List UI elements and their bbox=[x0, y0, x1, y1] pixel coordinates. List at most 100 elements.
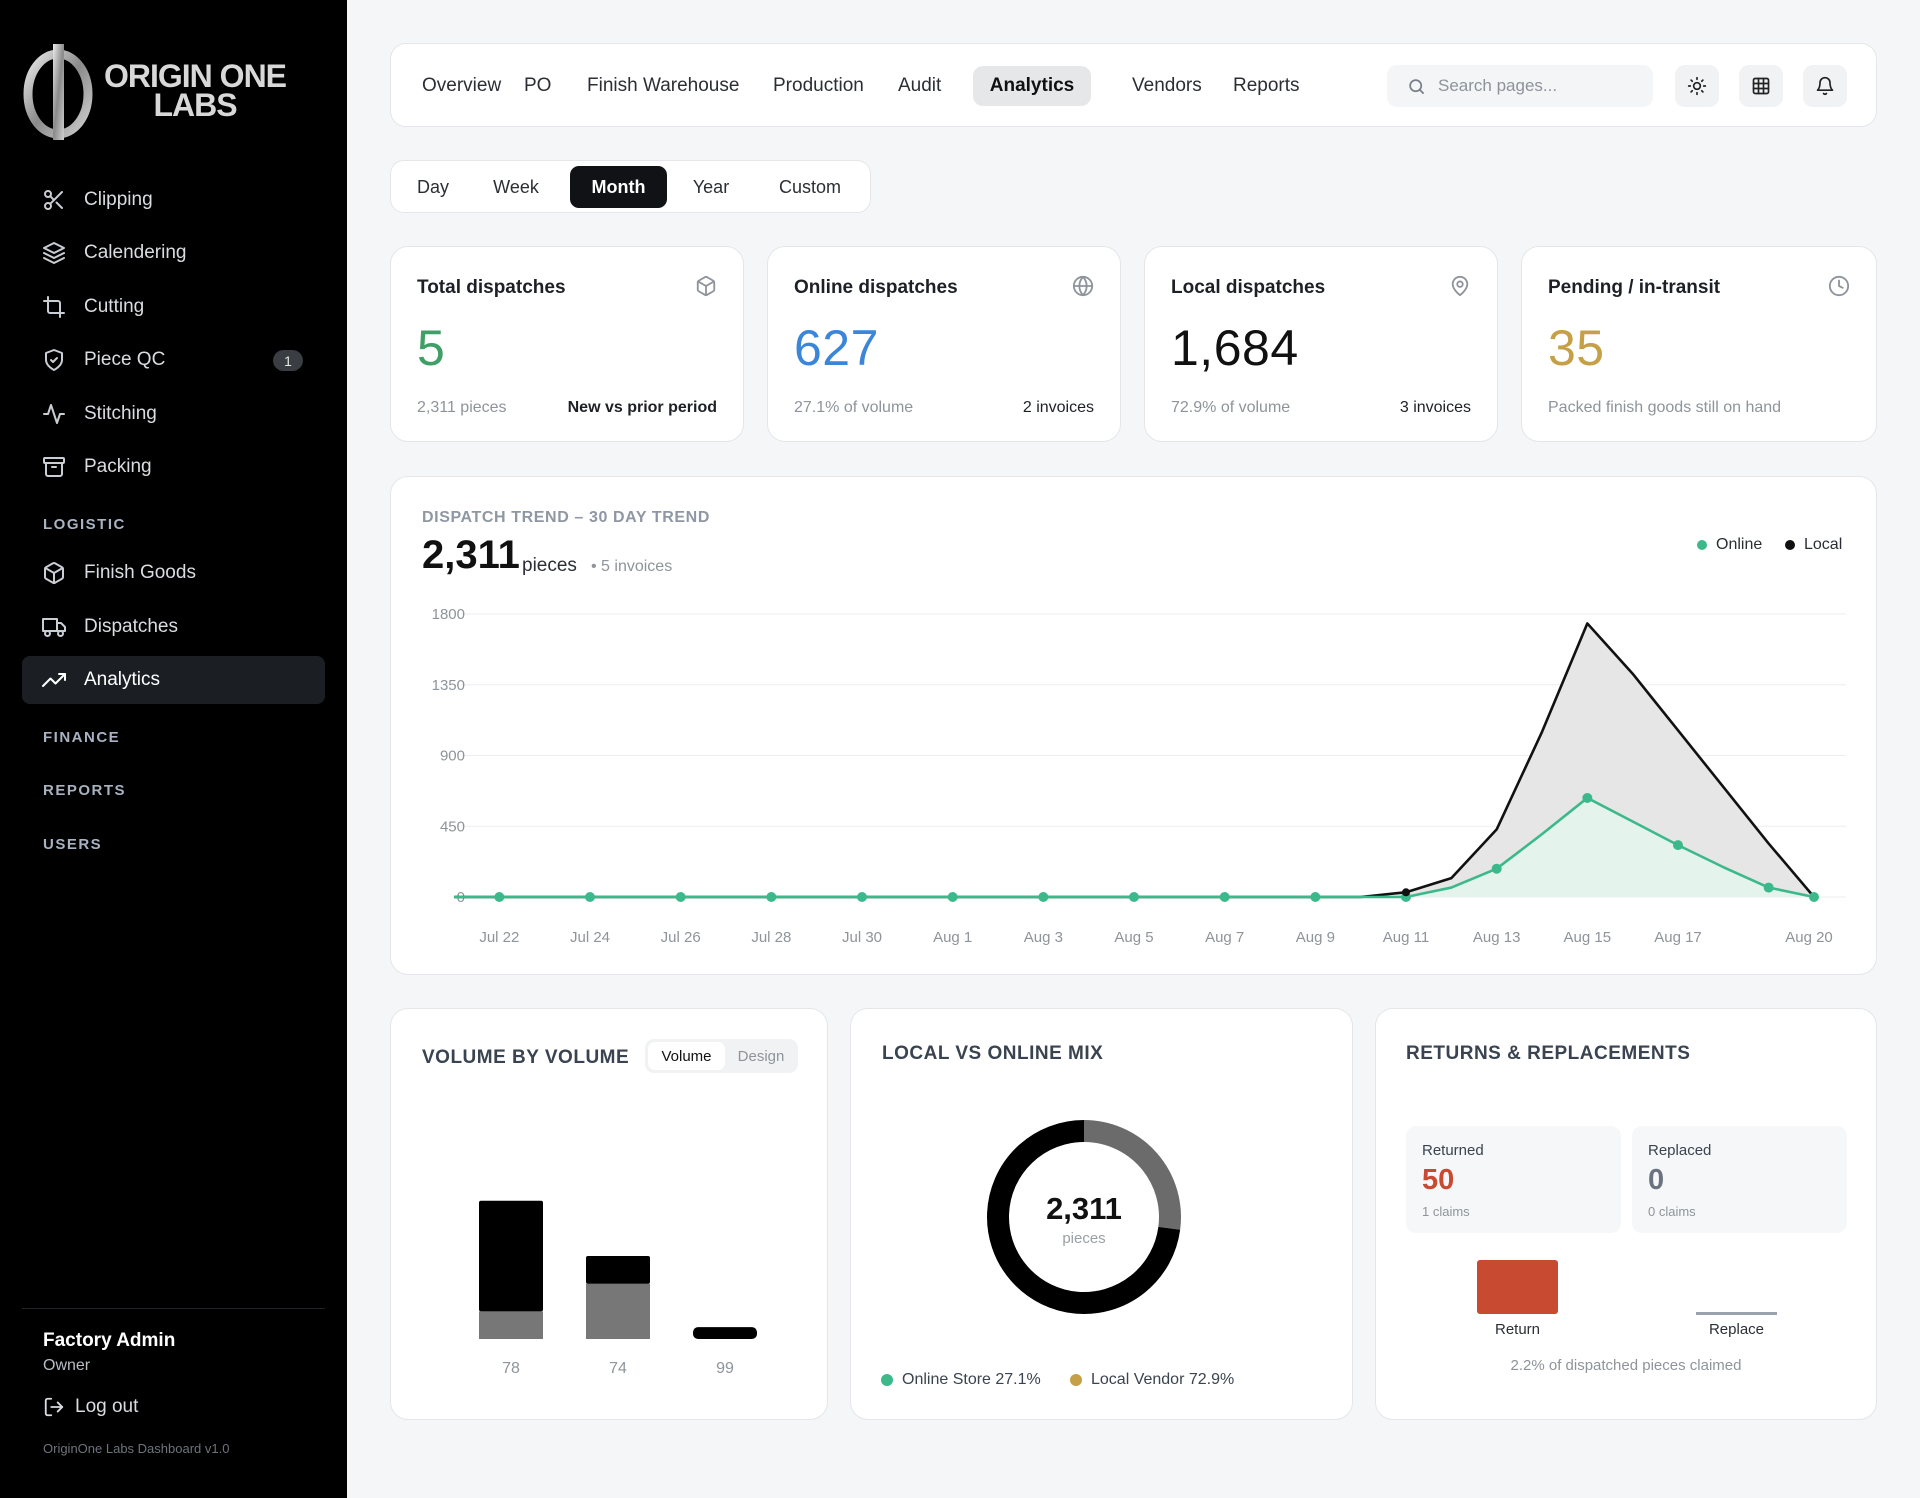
bar-segment-grey bbox=[586, 1283, 650, 1339]
period-selector: Day Week Month Year Custom bbox=[390, 160, 871, 213]
tab-vendors[interactable]: Vendors bbox=[1132, 75, 1202, 96]
point-online bbox=[585, 892, 595, 902]
toggle-volume[interactable]: Volume bbox=[648, 1042, 725, 1070]
x-tick-label: Aug 13 bbox=[1473, 929, 1521, 946]
stat-title: Online dispatches bbox=[794, 277, 958, 298]
sidebar-item-label: Packing bbox=[84, 456, 152, 477]
trend-total: 2,311 bbox=[422, 533, 520, 577]
bar-label: 74 bbox=[609, 1360, 627, 1377]
brand-name: ORIGIN ONE LABS bbox=[104, 60, 287, 121]
period-month[interactable]: Month bbox=[570, 166, 667, 208]
x-tick-label: Aug 1 bbox=[933, 929, 972, 946]
sidebar-item-clipping[interactable]: Clipping bbox=[22, 176, 325, 224]
stat-title: Total dispatches bbox=[417, 277, 566, 298]
stat-value: 1,684 bbox=[1171, 320, 1299, 376]
search-icon bbox=[1409, 78, 1425, 94]
section-finance[interactable]: FINANCE bbox=[43, 729, 121, 746]
claims-note: 2.2% of dispatched pieces claimed bbox=[1510, 1357, 1742, 1374]
theme-toggle-button[interactable] bbox=[1675, 65, 1719, 107]
x-tick-label: Aug 7 bbox=[1205, 929, 1244, 946]
returned-label: Returned bbox=[1422, 1142, 1484, 1159]
search-box[interactable] bbox=[1387, 65, 1653, 107]
tab-production[interactable]: Production bbox=[773, 75, 864, 96]
sidebar-item-label: Piece QC bbox=[84, 349, 166, 370]
layers-icon bbox=[42, 241, 66, 265]
sidebar-item-dispatches[interactable]: Dispatches bbox=[22, 603, 325, 651]
section-logistic: LOGISTIC bbox=[43, 516, 126, 533]
x-tick-label: Jul 30 bbox=[842, 929, 882, 946]
volume-card: VOLUME BY VOLUME Volume Design 78 74 99 bbox=[390, 1008, 828, 1420]
toggle-design[interactable]: Design bbox=[737, 1047, 785, 1065]
sidebar-item-calendering[interactable]: Calendering bbox=[22, 229, 325, 277]
section-users[interactable]: USERS bbox=[43, 836, 103, 853]
legend-label: Local bbox=[1804, 536, 1843, 553]
legend-dot bbox=[1070, 1374, 1082, 1386]
origin-one-logo-icon bbox=[23, 44, 93, 140]
stat-card-local-dispatches: Local dispatches 1,684 72.9% of volume 3… bbox=[1144, 246, 1498, 442]
map-pin-icon bbox=[1449, 275, 1471, 297]
sidebar-item-label: Analytics bbox=[84, 669, 161, 690]
sidebar-item-cutting[interactable]: Cutting bbox=[22, 283, 325, 331]
tab-reports[interactable]: Reports bbox=[1233, 75, 1300, 96]
app-version: OriginOne Labs Dashboard v1.0 bbox=[43, 1441, 230, 1456]
search-input[interactable] bbox=[1438, 76, 1638, 96]
sidebar-item-analytics[interactable]: Analytics bbox=[22, 656, 325, 704]
sidebar-item-packing[interactable]: Packing bbox=[22, 443, 325, 491]
x-tick-label: Jul 24 bbox=[570, 929, 610, 946]
mix-card: LOCAL VS ONLINE MIX 2,311 pieces Online S… bbox=[850, 1008, 1353, 1420]
donut-slice bbox=[987, 1120, 1181, 1314]
period-year[interactable]: Year bbox=[692, 176, 730, 197]
sidebar-item-piece-qc[interactable]: Piece QC 1 bbox=[22, 336, 325, 384]
replaced-claims: 0 claims bbox=[1648, 1204, 1696, 1219]
x-tick-label: Aug 11 bbox=[1383, 929, 1429, 946]
point-online bbox=[1809, 892, 1819, 902]
stat-subtext: 27.1% of volume bbox=[794, 399, 914, 416]
tab-audit[interactable]: Audit bbox=[898, 75, 942, 96]
stat-card-total-dispatches: Total dispatches 5 2,311 pieces New vs p… bbox=[390, 246, 744, 442]
sidebar-item-label: Calendering bbox=[84, 242, 187, 263]
sidebar-item-finish-goods[interactable]: Finish Goods bbox=[22, 549, 325, 597]
y-tick-label: 1350 bbox=[432, 677, 465, 694]
shield-check-icon bbox=[42, 348, 66, 372]
tab-po[interactable]: PO bbox=[524, 75, 552, 96]
point-online bbox=[1763, 882, 1774, 893]
notifications-button[interactable] bbox=[1803, 65, 1847, 107]
logout-label: Log out bbox=[75, 1396, 139, 1417]
sun-icon bbox=[1687, 76, 1707, 96]
volume-bar-chart: 78 74 99 bbox=[479, 1200, 757, 1377]
tab-analytics[interactable]: Analytics bbox=[973, 66, 1091, 106]
bar-segment-grey bbox=[479, 1311, 543, 1339]
legend-dot bbox=[1785, 540, 1795, 550]
period-day[interactable]: Day bbox=[416, 176, 449, 197]
tab-overview[interactable]: Overview bbox=[422, 75, 502, 96]
legend-label: Online bbox=[1716, 536, 1763, 553]
section-reports[interactable]: REPORTS bbox=[43, 782, 127, 799]
donut-center-value: 2,311 bbox=[1046, 1191, 1122, 1226]
tab-finish-warehouse[interactable]: Finish Warehouse bbox=[587, 75, 740, 96]
logout-button[interactable]: Log out bbox=[43, 1396, 138, 1418]
logout-icon bbox=[44, 1397, 64, 1417]
legend-label: Online Store 27.1% bbox=[902, 1371, 1041, 1388]
stat-comparison: New vs prior period bbox=[567, 399, 717, 416]
period-custom[interactable]: Custom bbox=[778, 176, 841, 197]
sidebar-item-label: Cutting bbox=[84, 296, 145, 317]
area-online bbox=[454, 797, 1814, 897]
mix-legend-online: Online Store 27.1% bbox=[881, 1371, 1041, 1389]
point-online bbox=[857, 892, 867, 902]
trend-invoices: • 5 invoices bbox=[591, 558, 673, 575]
user-role: Owner bbox=[43, 1357, 91, 1374]
sidebar: ORIGIN ONE LABS Clipping Calendering Cut… bbox=[0, 0, 347, 1498]
stat-subtext: 2,311 pieces bbox=[417, 399, 507, 416]
x-tick-label: Jul 28 bbox=[751, 929, 791, 946]
globe-icon bbox=[1072, 275, 1094, 297]
point-online bbox=[1582, 792, 1593, 803]
point-online bbox=[947, 892, 958, 902]
apps-grid-button[interactable] bbox=[1739, 65, 1783, 107]
sidebar-item-stitching[interactable]: Stitching bbox=[22, 390, 325, 438]
stat-card-pending: Pending / in-transit 35 Packed finish go… bbox=[1521, 246, 1877, 442]
sidebar-item-label: Clipping bbox=[84, 189, 153, 210]
replaced-summary: Replaced 0 0 claims bbox=[1632, 1126, 1847, 1233]
replaced-value: 0 bbox=[1648, 1164, 1665, 1196]
period-week[interactable]: Week bbox=[493, 176, 539, 197]
brand-logo[interactable]: ORIGIN ONE LABS bbox=[20, 40, 300, 145]
